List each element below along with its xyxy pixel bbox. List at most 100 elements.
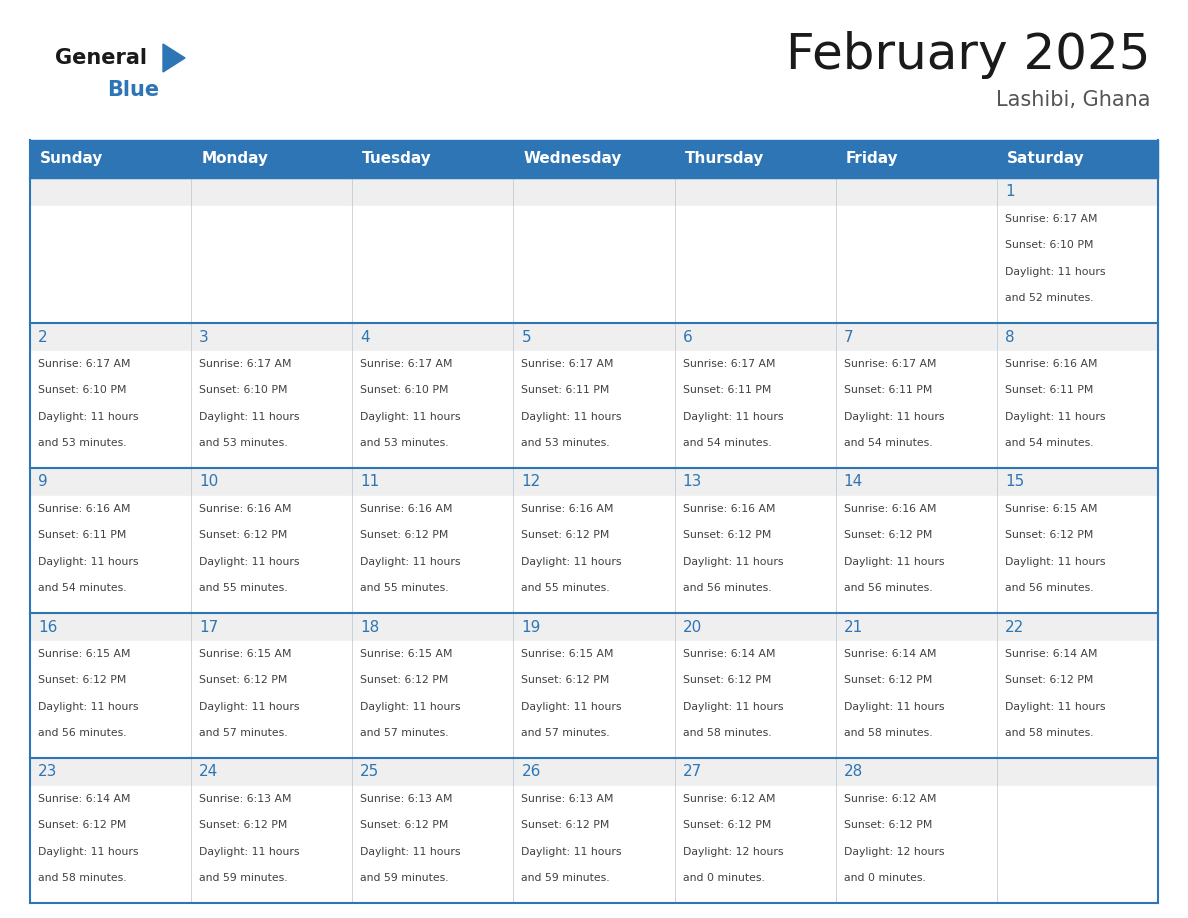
Text: and 55 minutes.: and 55 minutes. bbox=[360, 583, 449, 593]
Text: and 53 minutes.: and 53 minutes. bbox=[360, 438, 449, 448]
Text: and 59 minutes.: and 59 minutes. bbox=[522, 873, 611, 883]
Text: 23: 23 bbox=[38, 765, 57, 779]
Bar bbox=[353, 641, 513, 758]
Text: February 2025: February 2025 bbox=[785, 31, 1150, 79]
Text: and 56 minutes.: and 56 minutes. bbox=[683, 583, 771, 593]
Bar bbox=[513, 496, 675, 613]
Text: and 57 minutes.: and 57 minutes. bbox=[522, 728, 611, 738]
Text: Sunset: 6:12 PM: Sunset: 6:12 PM bbox=[200, 676, 287, 686]
Bar bbox=[835, 351, 997, 468]
Text: Daylight: 11 hours: Daylight: 11 hours bbox=[200, 412, 299, 422]
Text: and 57 minutes.: and 57 minutes. bbox=[200, 728, 287, 738]
Text: Daylight: 11 hours: Daylight: 11 hours bbox=[200, 702, 299, 711]
Text: 27: 27 bbox=[683, 765, 702, 779]
Text: 9: 9 bbox=[38, 475, 48, 489]
Bar bbox=[997, 613, 1158, 641]
Text: Friday: Friday bbox=[846, 151, 898, 166]
Bar bbox=[353, 323, 513, 351]
Text: and 53 minutes.: and 53 minutes. bbox=[38, 438, 127, 448]
Text: Daylight: 11 hours: Daylight: 11 hours bbox=[38, 702, 139, 711]
Text: and 57 minutes.: and 57 minutes. bbox=[360, 728, 449, 738]
Bar bbox=[997, 496, 1158, 613]
Text: Daylight: 11 hours: Daylight: 11 hours bbox=[38, 557, 139, 566]
Text: 11: 11 bbox=[360, 475, 379, 489]
Bar bbox=[30, 641, 191, 758]
Text: Sunset: 6:12 PM: Sunset: 6:12 PM bbox=[360, 531, 449, 541]
Bar bbox=[353, 496, 513, 613]
Text: 25: 25 bbox=[360, 765, 379, 779]
Bar bbox=[835, 758, 997, 786]
Text: Sunset: 6:11 PM: Sunset: 6:11 PM bbox=[683, 386, 771, 396]
Bar bbox=[675, 496, 835, 613]
Bar bbox=[675, 206, 835, 323]
Text: Sunset: 6:12 PM: Sunset: 6:12 PM bbox=[38, 821, 126, 831]
Text: Sunset: 6:12 PM: Sunset: 6:12 PM bbox=[38, 676, 126, 686]
Text: Daylight: 11 hours: Daylight: 11 hours bbox=[360, 557, 461, 566]
Text: Wednesday: Wednesday bbox=[524, 151, 621, 166]
Text: Sunrise: 6:15 AM: Sunrise: 6:15 AM bbox=[200, 649, 291, 659]
Text: Daylight: 11 hours: Daylight: 11 hours bbox=[683, 557, 783, 566]
Text: Daylight: 11 hours: Daylight: 11 hours bbox=[683, 412, 783, 422]
Text: Sunset: 6:12 PM: Sunset: 6:12 PM bbox=[843, 821, 933, 831]
Text: and 58 minutes.: and 58 minutes. bbox=[38, 873, 127, 883]
Text: 2: 2 bbox=[38, 330, 48, 344]
Bar bbox=[513, 468, 675, 496]
Bar bbox=[30, 468, 191, 496]
Text: Daylight: 11 hours: Daylight: 11 hours bbox=[200, 557, 299, 566]
Text: Sunset: 6:11 PM: Sunset: 6:11 PM bbox=[1005, 386, 1093, 396]
Bar bbox=[191, 758, 353, 786]
Text: and 54 minutes.: and 54 minutes. bbox=[38, 583, 127, 593]
Bar bbox=[675, 178, 835, 206]
Text: Sunset: 6:12 PM: Sunset: 6:12 PM bbox=[683, 821, 771, 831]
Bar bbox=[30, 351, 191, 468]
Bar bbox=[997, 758, 1158, 786]
Text: Sunrise: 6:12 AM: Sunrise: 6:12 AM bbox=[683, 794, 775, 804]
Text: Sunrise: 6:13 AM: Sunrise: 6:13 AM bbox=[200, 794, 291, 804]
Text: Sunset: 6:10 PM: Sunset: 6:10 PM bbox=[1005, 241, 1093, 251]
Bar bbox=[191, 613, 353, 641]
Text: Daylight: 11 hours: Daylight: 11 hours bbox=[200, 847, 299, 856]
Bar bbox=[675, 613, 835, 641]
Text: Daylight: 11 hours: Daylight: 11 hours bbox=[843, 702, 944, 711]
Text: Daylight: 11 hours: Daylight: 11 hours bbox=[1005, 557, 1105, 566]
Text: Daylight: 11 hours: Daylight: 11 hours bbox=[522, 702, 623, 711]
Bar bbox=[30, 613, 191, 641]
Bar bbox=[191, 323, 353, 351]
Text: Sunset: 6:11 PM: Sunset: 6:11 PM bbox=[843, 386, 933, 396]
Text: Sunrise: 6:17 AM: Sunrise: 6:17 AM bbox=[522, 359, 614, 369]
Text: 1: 1 bbox=[1005, 185, 1015, 199]
Bar bbox=[353, 758, 513, 786]
Text: Sunrise: 6:17 AM: Sunrise: 6:17 AM bbox=[38, 359, 131, 369]
Bar bbox=[191, 351, 353, 468]
Text: and 0 minutes.: and 0 minutes. bbox=[683, 873, 764, 883]
Bar bbox=[30, 786, 191, 903]
Text: Sunset: 6:12 PM: Sunset: 6:12 PM bbox=[522, 676, 609, 686]
Bar bbox=[997, 786, 1158, 903]
Text: and 53 minutes.: and 53 minutes. bbox=[200, 438, 287, 448]
Bar bbox=[513, 641, 675, 758]
Text: General: General bbox=[55, 48, 147, 68]
Text: 18: 18 bbox=[360, 620, 379, 634]
Text: and 56 minutes.: and 56 minutes. bbox=[38, 728, 127, 738]
Bar bbox=[675, 786, 835, 903]
Bar bbox=[997, 468, 1158, 496]
Text: Sunset: 6:12 PM: Sunset: 6:12 PM bbox=[1005, 531, 1093, 541]
Text: Sunrise: 6:12 AM: Sunrise: 6:12 AM bbox=[843, 794, 936, 804]
Bar bbox=[30, 178, 191, 206]
Text: 15: 15 bbox=[1005, 475, 1024, 489]
Text: Sunrise: 6:15 AM: Sunrise: 6:15 AM bbox=[1005, 504, 1098, 514]
Bar bbox=[353, 786, 513, 903]
Text: Daylight: 11 hours: Daylight: 11 hours bbox=[1005, 702, 1105, 711]
Bar bbox=[30, 496, 191, 613]
Text: Saturday: Saturday bbox=[1007, 151, 1085, 166]
Text: and 59 minutes.: and 59 minutes. bbox=[360, 873, 449, 883]
Text: Sunrise: 6:17 AM: Sunrise: 6:17 AM bbox=[1005, 214, 1098, 224]
Bar bbox=[30, 758, 191, 786]
Text: 7: 7 bbox=[843, 330, 853, 344]
Text: Sunrise: 6:17 AM: Sunrise: 6:17 AM bbox=[683, 359, 775, 369]
Bar bbox=[353, 613, 513, 641]
Bar bbox=[513, 351, 675, 468]
Bar bbox=[835, 206, 997, 323]
Bar bbox=[675, 641, 835, 758]
Text: 28: 28 bbox=[843, 765, 862, 779]
